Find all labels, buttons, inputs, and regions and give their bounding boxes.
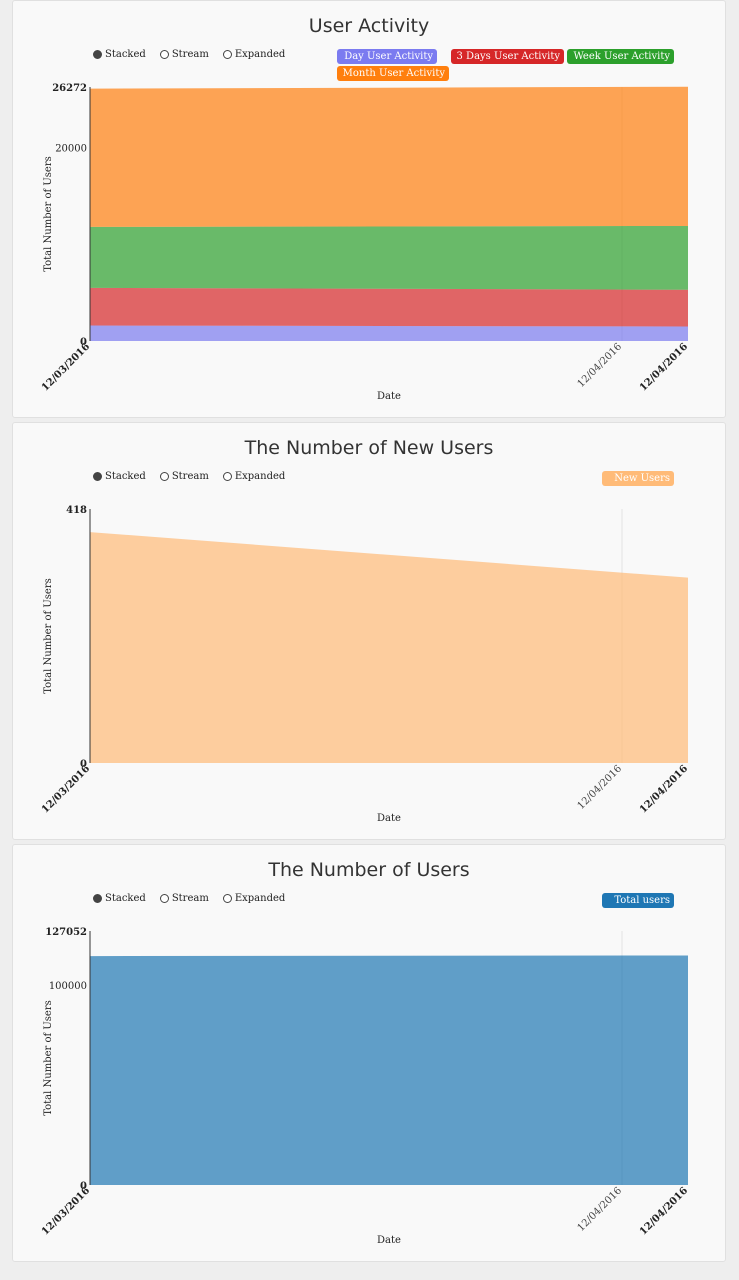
legend-day-user-activity[interactable]: Day User Activity: [337, 49, 437, 64]
legend-3-days-user-activity[interactable]: 3 Days User Activity: [451, 49, 564, 64]
x-tick-label: 12/04/2016: [576, 341, 625, 390]
radio-empty-icon: [159, 894, 169, 903]
expanded-option[interactable]: Expanded: [222, 471, 286, 482]
area-series-2[interactable]: [90, 225, 688, 290]
legend-total-users[interactable]: Total users: [602, 893, 674, 908]
stacked-option[interactable]: Stacked: [93, 471, 146, 482]
y-tick-label: 100000: [49, 981, 87, 992]
area-series-1[interactable]: [90, 287, 688, 327]
expanded-option[interactable]: Expanded: [222, 893, 286, 904]
x-axis-label: Date: [377, 391, 401, 402]
y-tick-label: 0: [80, 1181, 87, 1192]
y-tick-label: 0: [80, 337, 87, 348]
stacked-label: Stacked: [105, 893, 146, 904]
y-tick-label: 127052: [45, 927, 87, 938]
area-chart: 0 20000 26272 12/03/2016 12/04/2016 12/04/201…: [40, 83, 690, 402]
radio-empty-icon: [222, 50, 232, 59]
area-series-0[interactable]: [90, 325, 688, 341]
y-tick-label: 0: [80, 759, 87, 770]
stacked-label: Stacked: [105, 49, 146, 60]
radio-empty-icon: [159, 50, 169, 59]
y-axis-label: Total Number of Users: [43, 1000, 54, 1116]
stream-label: Stream: [171, 49, 209, 60]
chart-title: The Number of New Users: [244, 437, 494, 459]
x-tick-label: 12/04/2016: [638, 763, 690, 815]
y-axis-label: Total Number of Users: [43, 156, 54, 272]
chart-mode-controls: Stacked Stream Expanded: [93, 471, 285, 482]
new-users-panel: The Number of New Users Stacked Stream E…: [12, 422, 726, 840]
chart-mode-controls: Stacked Stream Expanded: [93, 49, 285, 60]
legend-week-user-activity[interactable]: Week User Activity: [567, 49, 674, 64]
area-series-0[interactable]: [90, 955, 688, 1185]
area-chart: 0 418 12/03/2016 12/04/2016 12/04/2016 Date To…: [40, 505, 690, 824]
area-series-0[interactable]: [90, 532, 688, 763]
stream-option[interactable]: Stream: [159, 893, 209, 904]
chart-mode-controls: Stacked Stream Expanded: [93, 893, 285, 904]
radio-selected-icon: [93, 472, 102, 481]
stacked-label: Stacked: [105, 471, 146, 482]
stream-label: Stream: [171, 893, 209, 904]
x-axis-label: Date: [377, 1235, 401, 1246]
expanded-option[interactable]: Expanded: [222, 49, 286, 60]
y-tick-label: 418: [66, 505, 87, 516]
stacked-option[interactable]: Stacked: [93, 49, 146, 60]
legend-month-user-activity[interactable]: Month User Activity: [337, 66, 449, 81]
radio-empty-icon: [159, 472, 169, 481]
x-tick-label: 12/04/2016: [638, 1185, 690, 1237]
x-axis-label: Date: [377, 813, 401, 824]
radio-selected-icon: [93, 50, 102, 59]
y-tick-label: 20000: [55, 144, 87, 155]
chart-title: User Activity: [308, 15, 430, 37]
expanded-label: Expanded: [234, 893, 286, 904]
x-tick-label: 12/04/2016: [638, 341, 690, 393]
x-tick-label: 12/03/2016: [40, 341, 92, 393]
area-series-3[interactable]: [90, 86, 688, 227]
x-tick-label: 12/03/2016: [40, 1185, 92, 1237]
legend-new-users[interactable]: New Users: [602, 471, 674, 486]
radio-empty-icon: [222, 472, 232, 481]
stream-option[interactable]: Stream: [159, 471, 209, 482]
expanded-label: Expanded: [234, 49, 286, 60]
area-chart: 0 100000 127052 12/03/2016 12/04/2016 12/04/2…: [40, 927, 690, 1246]
y-tick-label: 26272: [52, 83, 87, 94]
radio-empty-icon: [222, 894, 232, 903]
stream-option[interactable]: Stream: [159, 49, 209, 60]
x-tick-label: 12/03/2016: [40, 763, 92, 815]
expanded-label: Expanded: [234, 471, 286, 482]
chart-title: The Number of Users: [268, 859, 470, 881]
stacked-option[interactable]: Stacked: [93, 893, 146, 904]
user-activity-panel: User Activity Stacked Stream Expanded Da…: [12, 0, 726, 418]
total-users-panel: The Number of Users Stacked Stream Expan…: [12, 844, 726, 1262]
x-tick-label: 12/04/2016: [576, 1185, 625, 1234]
stream-label: Stream: [171, 471, 209, 482]
radio-selected-icon: [93, 894, 102, 903]
x-tick-label: 12/04/2016: [576, 763, 625, 812]
y-axis-label: Total Number of Users: [43, 578, 54, 694]
